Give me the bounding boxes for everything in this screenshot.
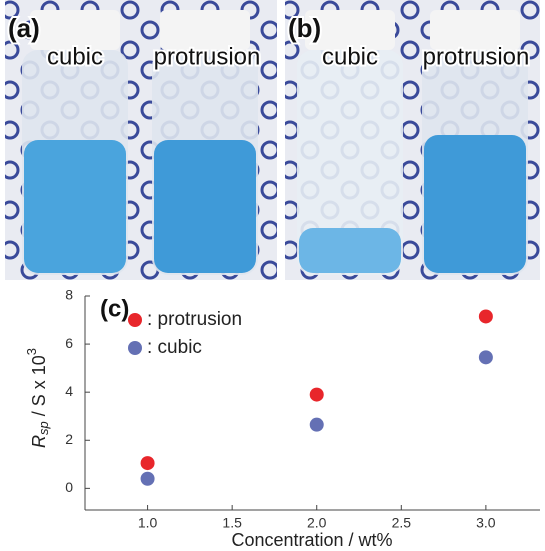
photo-b [285, 0, 540, 280]
y-tick-label: 2 [65, 431, 73, 447]
y-tick-label: 6 [65, 335, 73, 351]
panel-label: (c) [100, 295, 129, 322]
photo-a [5, 0, 277, 280]
y-tick-label: 4 [65, 383, 73, 399]
point [310, 418, 324, 432]
legend-marker [128, 341, 142, 355]
x-tick-label: 1.5 [222, 515, 242, 531]
photo-caption: protrusion [423, 43, 530, 70]
legend-label: : protrusion [147, 309, 242, 330]
y-axis-label: Rsp / S x 103 [24, 348, 51, 448]
point [479, 309, 493, 323]
x-tick-label: 2.0 [307, 515, 327, 531]
photo-label: (a) [8, 13, 40, 43]
x-tick-label: 1.0 [138, 515, 158, 531]
y-label-part: 3 [24, 348, 39, 355]
photo-caption: cubic [322, 43, 378, 70]
photo-label: (b) [288, 13, 321, 43]
point [141, 472, 155, 486]
y-label-part: sp [36, 421, 51, 435]
point [141, 456, 155, 470]
y-tick-label: 8 [65, 287, 73, 303]
x-tick-label: 2.5 [392, 515, 412, 531]
legend-marker [128, 313, 142, 327]
legend-label: : cubic [147, 337, 202, 358]
y-label-part: R [29, 435, 49, 448]
y-tick-label: 0 [65, 479, 73, 495]
y-label-part: / S x 10 [29, 355, 49, 421]
figure: (a) cubic protrusion (b) cubic protrusio… [0, 0, 545, 551]
photo-caption: cubic [47, 43, 103, 70]
point [310, 388, 324, 402]
x-tick-label: 3.0 [476, 515, 496, 531]
point [479, 350, 493, 364]
x-axis-label: Concentration / wt% [231, 530, 392, 550]
photo-caption: protrusion [154, 43, 261, 70]
